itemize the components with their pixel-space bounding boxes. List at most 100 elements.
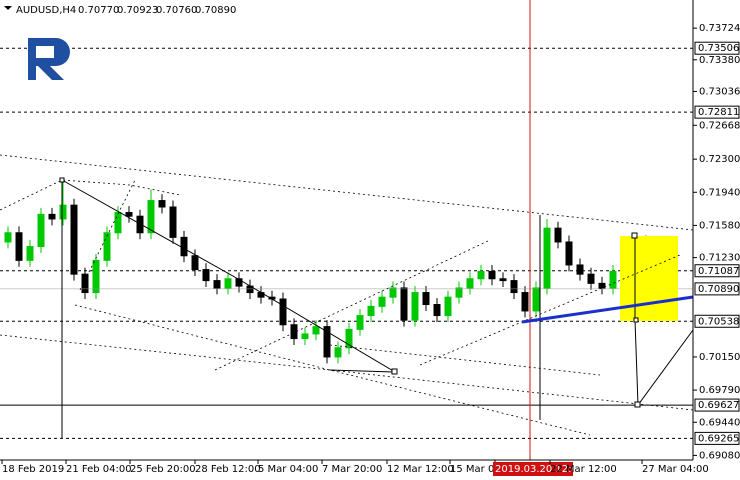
- level-label: 0.73506: [698, 43, 739, 54]
- level-label: 0.70538: [698, 316, 739, 327]
- channel-line: [74, 304, 591, 436]
- candle-body: [290, 324, 298, 340]
- x-tick-label: 28 Feb 12:00: [195, 464, 261, 475]
- level-label-box: [694, 398, 740, 412]
- x-tick-label: 25 Feb 20:00: [130, 464, 196, 475]
- wave-point: [633, 317, 639, 323]
- level-label: 0.69265: [698, 433, 739, 444]
- target-zone: [620, 236, 678, 321]
- channel-line: [0, 154, 694, 231]
- x-tick-label: 27 Mar 04:00: [642, 464, 709, 475]
- candle-body: [510, 280, 518, 294]
- channel-line: [214, 239, 491, 371]
- header-value: 0.70890: [195, 5, 236, 16]
- wave-point: [391, 368, 398, 375]
- x-tick-label: 2019.03.20 12:00: [495, 464, 584, 475]
- candle-body: [422, 292, 430, 306]
- candle-body: [70, 204, 78, 275]
- candle-body: [213, 280, 221, 289]
- y-tick-label: 0.69080: [699, 450, 740, 461]
- candle-body: [158, 200, 166, 208]
- channel-line: [79, 179, 136, 291]
- y-tick-label: 0.71230: [699, 253, 740, 264]
- wave-line: [329, 369, 396, 373]
- candle-body: [235, 278, 243, 287]
- level-label-box: [694, 431, 740, 445]
- candle-body: [81, 273, 89, 294]
- candle-body: [499, 278, 507, 282]
- candle-body: [576, 264, 584, 275]
- y-tick-label: 0.73036: [699, 86, 740, 97]
- wave-point: [631, 232, 638, 239]
- y-tick-label: 0.73724: [699, 23, 740, 34]
- logo: [28, 38, 70, 80]
- candle-body: [345, 328, 353, 349]
- wave-point: [59, 177, 65, 183]
- header-value: 0.70760: [156, 5, 197, 16]
- channel-line: [329, 344, 601, 376]
- x-tick-label: 12 Mar 12:00: [387, 464, 454, 475]
- symbol-title: AUDUSD,H4: [16, 5, 76, 16]
- candle-body: [400, 287, 408, 321]
- candle-body: [224, 278, 232, 289]
- current-price-label: 0.70890: [698, 284, 739, 295]
- x-tick-label: 7 Mar 20:00: [322, 464, 382, 475]
- y-tick-label: 0.70150: [699, 352, 740, 363]
- candle-body: [125, 212, 133, 217]
- candle-body: [598, 282, 606, 289]
- y-tick-label: 0.73380: [699, 55, 740, 66]
- level-label-box: [694, 314, 740, 328]
- x-tick-label: 15 Mar 04: [450, 464, 501, 475]
- wave-line: [61, 179, 396, 373]
- candle-body: [301, 333, 309, 340]
- x-tick-label: 18 Feb 2019: [2, 464, 64, 475]
- level-label-box: [694, 41, 740, 55]
- candle-body: [15, 232, 23, 261]
- wave-line: [634, 236, 694, 407]
- y-tick-label: 0.71940: [699, 187, 740, 198]
- trend-line: [521, 295, 694, 324]
- x-tick-label: 22 Mar 12:00: [550, 464, 617, 475]
- candle-body: [147, 200, 155, 234]
- candle-body: [389, 287, 397, 298]
- candle-body: [433, 304, 441, 317]
- candle-body: [532, 287, 540, 312]
- candle-body: [114, 212, 122, 234]
- candle-body: [37, 213, 45, 248]
- wave-point: [634, 401, 641, 408]
- header-icon: [4, 6, 12, 10]
- candle-body: [4, 232, 12, 243]
- candle-body: [180, 236, 188, 257]
- level-label: 0.72811: [698, 107, 739, 118]
- candle-body: [466, 278, 474, 289]
- candle-body: [26, 246, 34, 261]
- candle-body: [279, 298, 287, 326]
- candle-body: [477, 270, 485, 280]
- header-value: 0.70770: [78, 5, 119, 16]
- candle-body: [202, 269, 210, 282]
- header: AUDUSD,H4 0.70770 0.70923 0.70760 0.7089…: [4, 5, 236, 16]
- candle-body: [521, 292, 529, 312]
- level-label: 0.69627: [698, 400, 739, 411]
- candle-body: [455, 287, 463, 298]
- candle-body: [136, 215, 144, 234]
- y-tick-label: 0.71580: [699, 220, 740, 231]
- candle-body: [411, 292, 419, 321]
- candle-body: [92, 259, 100, 294]
- candle-body: [59, 204, 67, 220]
- time-marker-label-box: [493, 462, 573, 476]
- y-tick-label: 0.69440: [699, 417, 740, 428]
- level-label: 0.71087: [698, 266, 739, 277]
- current-price-box: [694, 282, 740, 296]
- candle-body: [334, 347, 342, 358]
- candle-body: [488, 270, 496, 280]
- candle-body: [554, 227, 562, 243]
- header-value: 0.70923: [117, 5, 158, 16]
- candle-body: [169, 206, 177, 238]
- candle-body: [323, 326, 331, 358]
- candle-body: [191, 255, 199, 271]
- y-tick-label: 0.69790: [699, 385, 740, 396]
- level-label-box: [694, 105, 740, 119]
